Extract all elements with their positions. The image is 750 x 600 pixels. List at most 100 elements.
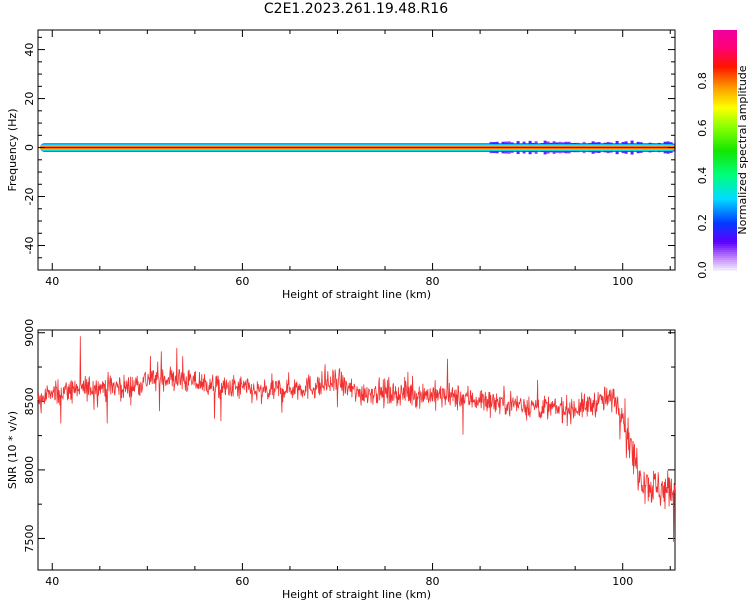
colorbar-segment	[713, 184, 737, 187]
snr-xlabel: Height of straight line (km)	[282, 588, 431, 600]
colorbar-segment	[713, 258, 737, 261]
colorbar-segment	[713, 112, 737, 115]
colorbar-segment	[713, 266, 737, 269]
colorbar-segment	[713, 164, 737, 167]
colorbar-segment	[713, 214, 737, 217]
colorbar-segment	[713, 244, 737, 247]
colorbar-segment	[713, 138, 737, 141]
colorbar-segment	[713, 48, 737, 51]
colorbar-tick-label: 0.2	[696, 214, 709, 232]
colorbar-segment	[713, 106, 737, 109]
spectrogram-ytick-label: 20	[23, 92, 36, 106]
colorbar-segment	[713, 116, 737, 119]
colorbar-segment	[713, 158, 737, 161]
colorbar-segment	[713, 96, 737, 99]
page-title: C2E1.2023.261.19.48.R16	[263, 1, 449, 17]
colorbar-segment	[713, 180, 737, 183]
colorbar-segment	[713, 268, 737, 271]
colorbar-segment	[713, 118, 737, 121]
colorbar-segment	[713, 62, 737, 65]
colorbar-segment	[713, 114, 737, 117]
spectrogram-xtick-label: 80	[426, 275, 440, 288]
colorbar-segment	[713, 240, 737, 243]
colorbar-segment	[713, 218, 737, 221]
colorbar-segment	[713, 160, 737, 163]
spectrogram-frame	[37, 29, 676, 271]
colorbar-segment	[713, 132, 737, 135]
colorbar-segment	[713, 192, 737, 195]
colorbar-segment	[713, 172, 737, 175]
spectrogram-xlabel: Height of straight line (km)	[282, 288, 431, 301]
colorbar-segment	[713, 230, 737, 233]
colorbar-segment	[713, 234, 737, 237]
colorbar-segment	[713, 126, 737, 129]
colorbar-segment	[713, 64, 737, 67]
colorbar-segment	[713, 84, 737, 87]
colorbar-segment	[713, 50, 737, 53]
colorbar-segment	[713, 68, 737, 71]
colorbar-segment	[713, 166, 737, 169]
colorbar-segment	[713, 194, 737, 197]
colorbar-segment	[713, 80, 737, 83]
colorbar-segment	[713, 42, 737, 45]
colorbar-segment	[713, 82, 737, 85]
colorbar-segment	[713, 78, 737, 81]
colorbar-segment	[713, 262, 737, 265]
colorbar-segment	[713, 220, 737, 223]
snr-xtick-label: 80	[426, 575, 440, 588]
colorbar-segment	[713, 66, 737, 69]
colorbar-segment	[713, 140, 737, 143]
colorbar-segment	[713, 32, 737, 35]
colorbar-segment	[713, 146, 737, 149]
snr-xtick-label: 60	[235, 575, 249, 588]
colorbar-label: Normalized spectral amplitude	[736, 65, 749, 234]
colorbar-segment	[713, 186, 737, 189]
colorbar-segment	[713, 238, 737, 241]
colorbar-segment	[713, 134, 737, 137]
colorbar-segment	[713, 196, 737, 199]
colorbar-segment	[713, 36, 737, 39]
snr-series-line	[37, 336, 676, 542]
colorbar-segment	[713, 210, 737, 213]
snr-xtick-label: 40	[45, 575, 59, 588]
colorbar-tick-label: 0.0	[696, 261, 709, 279]
colorbar-segment	[713, 38, 737, 41]
colorbar-segment	[713, 200, 737, 203]
colorbar-segment	[713, 110, 737, 113]
spectrogram-ytick-label: -40	[23, 237, 36, 255]
colorbar-segment	[713, 206, 737, 209]
colorbar-segment	[713, 168, 737, 171]
colorbar-segment	[713, 44, 737, 47]
spectrogram-ylabel: Frequency (Hz)	[6, 109, 19, 192]
colorbar-segment	[713, 128, 737, 131]
colorbar-segment	[713, 60, 737, 63]
colorbar-segment	[713, 56, 737, 59]
colorbar-segment	[713, 88, 737, 91]
colorbar-segment	[713, 154, 737, 157]
colorbar-segment	[713, 34, 737, 37]
colorbar-segment	[713, 174, 737, 177]
colorbar-segment	[713, 212, 737, 215]
colorbar-segment	[713, 54, 737, 57]
colorbar-segment	[713, 178, 737, 181]
colorbar-segment	[713, 176, 737, 179]
colorbar-segment	[713, 228, 737, 231]
colorbar-segment	[713, 90, 737, 93]
colorbar-segment	[713, 222, 737, 225]
colorbar-segment	[713, 124, 737, 127]
colorbar-segment	[713, 148, 737, 151]
colorbar-segment	[713, 130, 737, 133]
colorbar-segment	[713, 252, 737, 255]
colorbar-segment	[713, 92, 737, 95]
colorbar-segment	[713, 136, 737, 139]
colorbar-segment	[713, 156, 737, 159]
colorbar-segment	[713, 108, 737, 111]
colorbar-segment	[713, 70, 737, 73]
colorbar-segment	[713, 30, 737, 33]
colorbar	[713, 30, 737, 271]
colorbar-segment	[713, 86, 737, 89]
colorbar-segment	[713, 232, 737, 235]
snr-ytick-label: 8500	[23, 387, 36, 415]
colorbar-segment	[713, 150, 737, 153]
